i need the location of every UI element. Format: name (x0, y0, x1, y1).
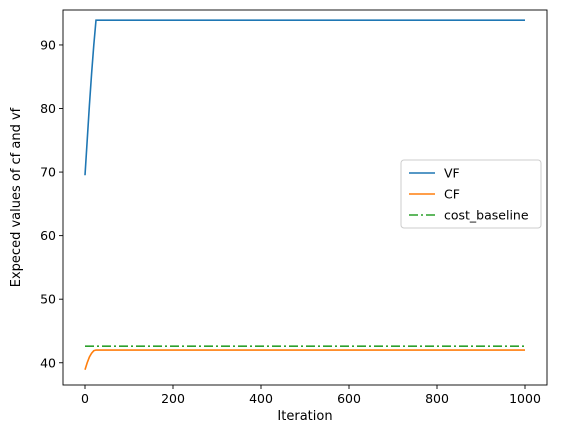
x-tick-label: 1000 (509, 391, 541, 406)
legend: VF CF cost_baseline (400, 159, 542, 229)
x-axis-label: Iteration (277, 409, 332, 424)
y-axis-label: Expeced values of cf and vf (9, 107, 24, 287)
legend-label: CF (444, 187, 460, 202)
x-tick-label: 800 (425, 391, 449, 406)
legend-label: VF (444, 166, 460, 181)
y-tick-label: 90 (40, 37, 56, 52)
series-line-vf (84, 19, 525, 176)
y-tick-label: 40 (40, 355, 56, 370)
x-axis: 0 200 400 600 800 1000 (81, 385, 541, 406)
legend-box (400, 159, 542, 229)
y-tick-label: 50 (40, 292, 56, 307)
x-tick-label: 200 (161, 391, 185, 406)
y-tick-label: 70 (40, 165, 56, 180)
y-axis: 40 50 60 70 80 90 (40, 37, 63, 370)
plot-frame (62, 9, 548, 386)
legend-label: cost_baseline (444, 208, 529, 223)
x-tick-label: 600 (337, 391, 361, 406)
y-tick-label: 80 (40, 101, 56, 116)
series-line-cf (84, 349, 525, 370)
x-tick-label: 400 (249, 391, 273, 406)
x-tick-label: 0 (81, 391, 89, 406)
series-layer (84, 19, 525, 370)
y-tick-label: 60 (40, 228, 56, 243)
